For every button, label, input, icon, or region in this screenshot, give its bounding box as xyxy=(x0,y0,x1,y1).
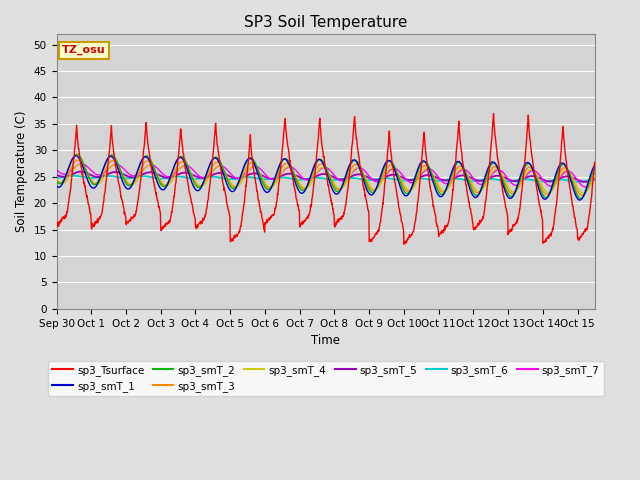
Legend: sp3_Tsurface, sp3_smT_1, sp3_smT_2, sp3_smT_3, sp3_smT_4, sp3_smT_5, sp3_smT_6, : sp3_Tsurface, sp3_smT_1, sp3_smT_2, sp3_… xyxy=(48,361,604,396)
Title: SP3 Soil Temperature: SP3 Soil Temperature xyxy=(244,15,408,30)
Y-axis label: Soil Temperature (C): Soil Temperature (C) xyxy=(15,110,28,232)
Text: TZ_osu: TZ_osu xyxy=(62,45,106,55)
X-axis label: Time: Time xyxy=(311,334,340,347)
